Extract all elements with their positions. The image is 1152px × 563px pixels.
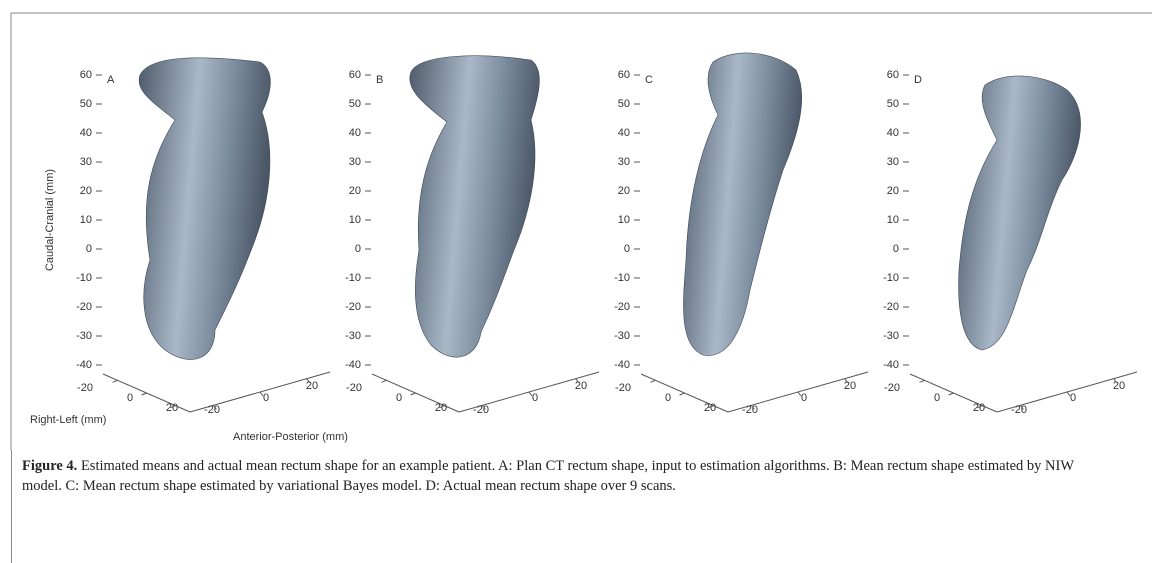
z-tick-label: -10: [614, 272, 630, 284]
page: A 60 50 40 30 20 10 0 -10 -20 -30 -40 -20 0 20 -20 0 20 B 6…: [0, 0, 1152, 563]
figure: A 60 50 40 30 20 10 0 -10 -20 -30 -40 -20 0 20 -20 0 20 B 6…: [0, 0, 1152, 450]
frame-left-lower: [11, 450, 12, 563]
x-tick-label: 0: [934, 392, 940, 404]
z-tick-label: 0: [893, 243, 899, 255]
x-tick-label: -20: [884, 382, 900, 394]
caption: Figure 4. Estimated means and actual mea…: [22, 456, 1112, 496]
x-tick: [920, 380, 925, 382]
rectum-shape: [139, 58, 270, 360]
x-tick-label: -20: [77, 382, 93, 394]
z-tick-label: 10: [80, 214, 92, 226]
z-tick-label: -40: [345, 359, 361, 371]
y-tick-label: 20: [306, 380, 318, 392]
z-tick-label: -20: [883, 301, 899, 313]
z-tick-label: 0: [355, 243, 361, 255]
z-tick-label: 30: [618, 156, 630, 168]
z-tick-label: 10: [349, 214, 361, 226]
z-tick-label: 50: [349, 98, 361, 110]
x-tick-label: -20: [346, 382, 362, 394]
z-tick-label: 20: [80, 185, 92, 197]
z-tick-label: 60: [349, 69, 361, 81]
x-tick: [411, 393, 416, 395]
z-tick-label: -20: [614, 301, 630, 313]
y-tick-label: -20: [204, 404, 220, 416]
panel-label: B: [376, 74, 383, 86]
z-tick-label: 20: [887, 185, 899, 197]
z-tick-label: 60: [618, 69, 630, 81]
x-tick-label: -20: [615, 382, 631, 394]
z-tick-label: 0: [86, 243, 92, 255]
x-tick-label: 20: [166, 402, 178, 414]
z-tick-label: -20: [345, 301, 361, 313]
z-tick-label: 60: [80, 69, 92, 81]
y-tick-label: 20: [1113, 380, 1125, 392]
z-axis-label: Caudal-Cranial (mm): [44, 169, 56, 271]
x-tick: [651, 380, 656, 382]
y-tick-label: 0: [1070, 392, 1076, 404]
y-tick-label: 0: [801, 392, 807, 404]
x-tick: [949, 393, 954, 395]
z-tick-label: -20: [76, 301, 92, 313]
x-tick-label: 20: [704, 402, 716, 414]
z-tick-label: 20: [349, 185, 361, 197]
x-tick-label: 0: [396, 392, 402, 404]
z-tick-label: 50: [80, 98, 92, 110]
z-tick-label: -30: [76, 330, 92, 342]
z-tick-label: 10: [618, 214, 630, 226]
z-tick-label: -40: [76, 359, 92, 371]
x-tick: [142, 393, 147, 395]
z-tick-label: 40: [887, 127, 899, 139]
z-tick-label: -10: [76, 272, 92, 284]
z-tick-label: 30: [349, 156, 361, 168]
z-tick-label: -10: [345, 272, 361, 284]
x-tick-label: 20: [973, 402, 985, 414]
z-tick-label: -10: [883, 272, 899, 284]
y-tick-label: 20: [575, 380, 587, 392]
x-tick: [113, 380, 118, 382]
caption-label: Figure 4.: [22, 458, 77, 474]
z-tick-label: -40: [614, 359, 630, 371]
rectum-shape: [959, 76, 1081, 350]
x-tick-label: 0: [665, 392, 671, 404]
rectum-shape: [410, 56, 540, 357]
z-tick-label: 30: [887, 156, 899, 168]
z-tick-label: 30: [80, 156, 92, 168]
z-tick-label: 60: [887, 69, 899, 81]
rectum-shape: [683, 53, 801, 356]
y-tick-label: -20: [742, 404, 758, 416]
y-tick-label: 20: [844, 380, 856, 392]
x-tick-label: 20: [435, 402, 447, 414]
x-tick-label: 0: [127, 392, 133, 404]
z-tick-label: 50: [887, 98, 899, 110]
z-tick-label: -40: [883, 359, 899, 371]
z-tick-label: 50: [618, 98, 630, 110]
z-tick-label: -30: [345, 330, 361, 342]
x-axis-label: Right-Left (mm): [30, 414, 106, 426]
z-tick-label: -30: [883, 330, 899, 342]
panel-label: D: [914, 74, 922, 86]
y-axis-label: Anterior-Posterior (mm): [233, 431, 348, 443]
z-tick-label: 20: [618, 185, 630, 197]
caption-text: Estimated means and actual mean rectum s…: [22, 458, 1074, 494]
panel-label: A: [107, 74, 115, 86]
z-tick-label: 0: [624, 243, 630, 255]
z-tick-label: -30: [614, 330, 630, 342]
z-tick-label: 40: [349, 127, 361, 139]
y-tick-label: 0: [263, 392, 269, 404]
z-tick-label: 40: [80, 127, 92, 139]
x-tick: [680, 393, 685, 395]
y-tick-label: -20: [1011, 404, 1027, 416]
z-tick-label: 10: [887, 214, 899, 226]
x-tick: [382, 380, 387, 382]
y-tick-label: 0: [532, 392, 538, 404]
panel-label: C: [645, 74, 653, 86]
y-tick-label: -20: [473, 404, 489, 416]
z-tick-label: 40: [618, 127, 630, 139]
